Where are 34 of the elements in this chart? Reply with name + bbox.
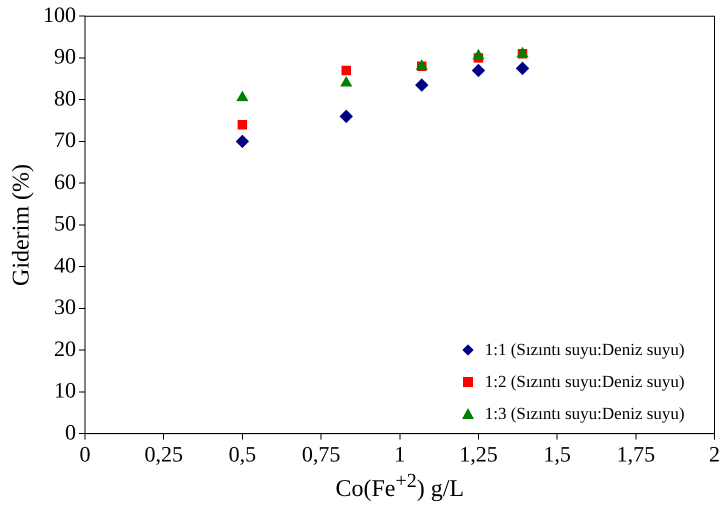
y-tick-label: 50 [54, 210, 76, 236]
legend-label: 1:3 (Sızıntı suyu:Deniz suyu) [484, 404, 684, 424]
y-tick-label: 30 [54, 294, 76, 320]
point [342, 66, 351, 76]
y-axis-title: Giderim (%) [8, 164, 36, 286]
x-tick-label: 0,75 [302, 442, 340, 467]
point [340, 76, 352, 86]
y-tick-label: 0 [65, 419, 76, 444]
point [236, 134, 249, 148]
point [415, 78, 428, 92]
y-tick-label: 10 [54, 378, 76, 403]
y-tick-label: 70 [54, 127, 76, 152]
y-tick-label: 100 [43, 2, 76, 27]
x-tick-label: 1,25 [459, 442, 498, 467]
x-tick-label: 1,75 [616, 442, 656, 467]
legend-label: 1:2 (Sızıntı suyu:Deniz suyu) [484, 372, 684, 392]
y-tick-label: 40 [54, 252, 76, 278]
y-tick-label: 60 [54, 168, 76, 194]
point [236, 91, 248, 102]
y-tick-label: 90 [54, 44, 76, 69]
x-tick-label: 1,5 [543, 442, 571, 467]
y-tick-label: 20 [54, 336, 76, 361]
x-tick-label: 2 [709, 442, 720, 467]
point [472, 64, 485, 77]
x-tick-label: 0,25 [144, 442, 183, 467]
y-tick-label: 80 [54, 85, 76, 110]
x-tick-label: 1 [394, 442, 406, 467]
legend-label: 1:1 (Sızıntı suyu:Deniz suyu) [484, 340, 684, 360]
point [472, 49, 484, 60]
point [516, 62, 530, 75]
point [340, 110, 353, 123]
x-axis-title: Co(Fe$^{+2}$) g/L [335, 470, 464, 503]
point [238, 120, 248, 130]
x-tick-label: 0,5 [228, 442, 256, 467]
